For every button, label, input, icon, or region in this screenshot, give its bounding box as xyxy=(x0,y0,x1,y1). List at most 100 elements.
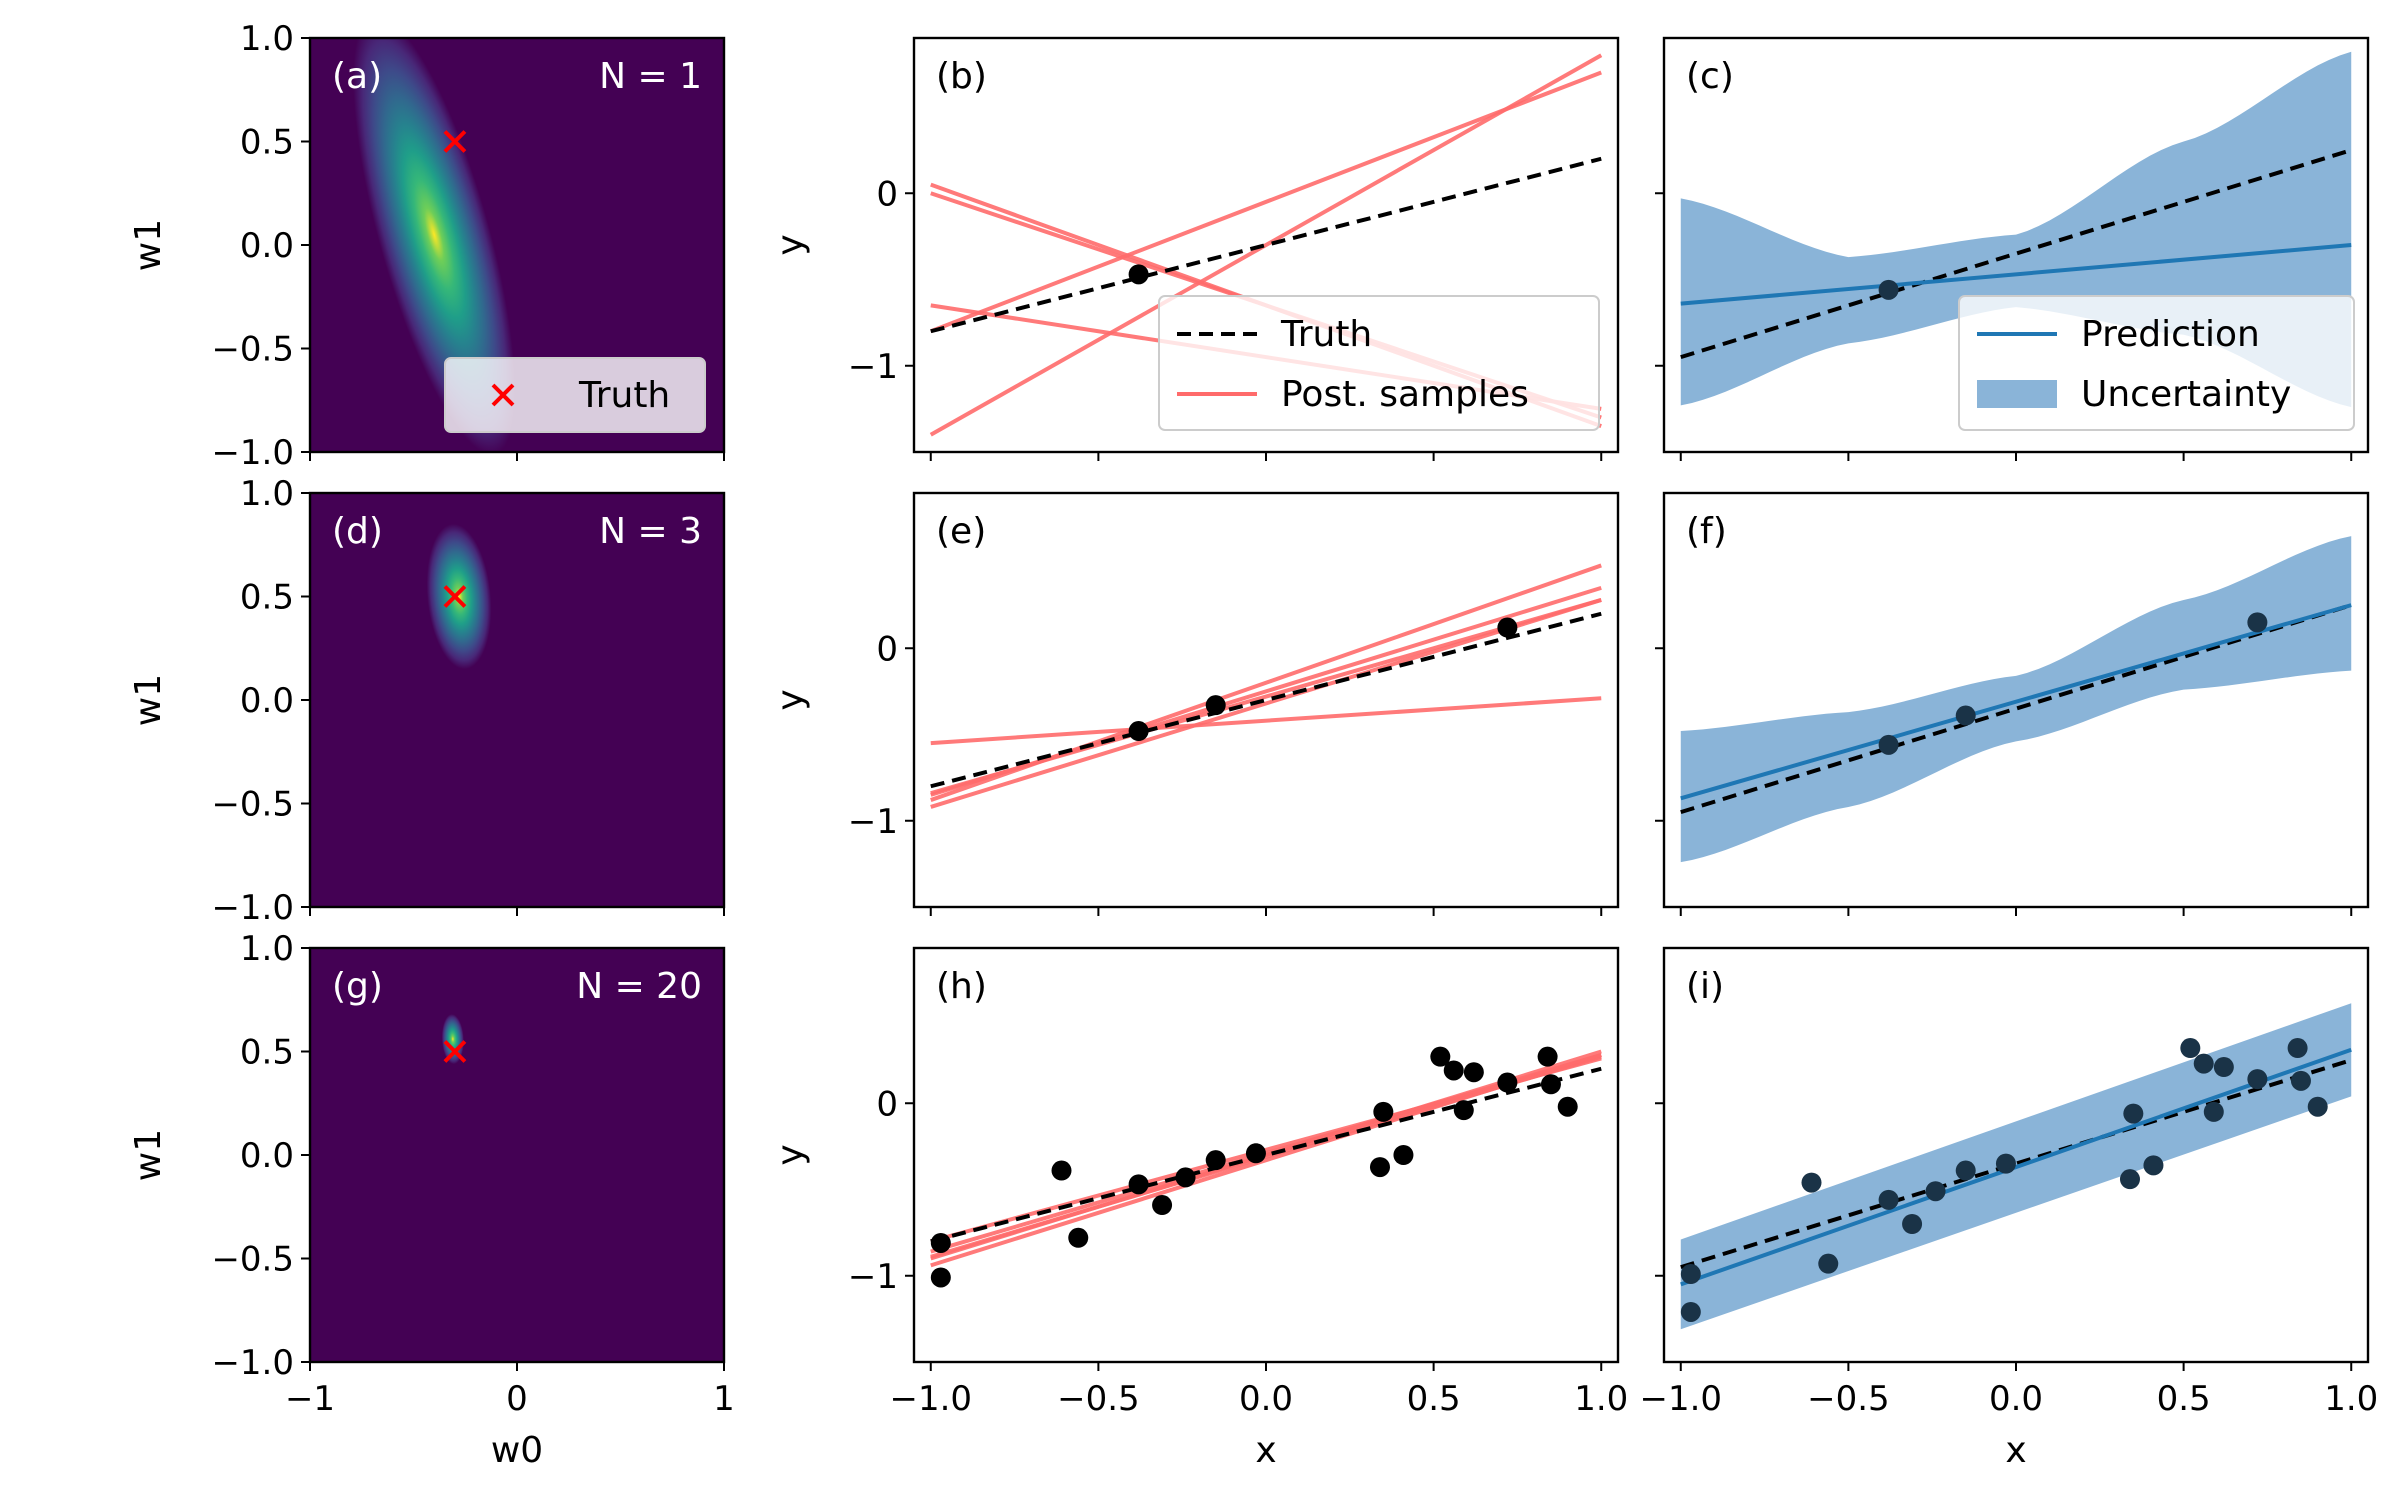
truth-line xyxy=(930,1066,1602,1244)
data-point xyxy=(2307,1096,2328,1117)
x-tick-label: −1.0 xyxy=(889,1379,972,1419)
x-tick-label: 0.0 xyxy=(1239,1379,1293,1419)
data-point xyxy=(930,1232,951,1253)
y-axis-label: y xyxy=(770,1144,811,1165)
data-point xyxy=(1128,721,1149,742)
panel-c: (c) Prediction Uncertainty xyxy=(1655,36,2370,461)
y-axis-label: y xyxy=(770,234,811,255)
y-tick-label: 0 xyxy=(876,629,898,669)
axes-frame xyxy=(912,491,1620,909)
data-point xyxy=(1245,1143,1266,1164)
truth-marker xyxy=(443,1040,467,1063)
y-axis-label: y xyxy=(770,689,811,710)
legend: Truth xyxy=(444,357,706,433)
data-point xyxy=(1878,279,1899,300)
posterior-density xyxy=(441,1014,464,1065)
posterior-sample-line xyxy=(930,598,1602,796)
posterior-density xyxy=(353,38,516,452)
posterior-density xyxy=(426,523,492,670)
data-point xyxy=(1878,734,1899,755)
posterior-sample-line xyxy=(930,70,1602,334)
panel-label: (e) xyxy=(936,511,986,552)
x-tick-label: 1.0 xyxy=(2324,1379,2378,1419)
y-tick-label: −0.5 xyxy=(211,330,294,370)
legend-label: Prediction xyxy=(2081,314,2260,355)
panel-g: 1.0 0.5 0.0 −0.5 −1.0−1 0 1 w1 w0 (g) N = 20 xyxy=(128,929,735,1471)
posterior-sample-line xyxy=(930,598,1602,809)
y-axis-label: w1 xyxy=(128,219,169,271)
sample-count: N = 3 xyxy=(599,511,702,552)
plot-area xyxy=(310,948,724,1362)
data-point xyxy=(1152,1195,1173,1216)
y-tick-label: −0.5 xyxy=(211,1240,294,1280)
panel-label: (i) xyxy=(1686,966,1724,1007)
plot-area xyxy=(310,493,724,907)
y-tick-label: 0.0 xyxy=(240,1136,294,1176)
data-point xyxy=(1925,1181,1946,1202)
data-point xyxy=(1955,705,1976,726)
data-point xyxy=(2203,1101,2224,1122)
x-tick-label: 0.0 xyxy=(1989,1379,2043,1419)
x-tick-label: 1 xyxy=(713,1379,735,1419)
data-point xyxy=(1878,1189,1899,1210)
heatmap-background xyxy=(310,493,724,907)
legend-label: Post. samples xyxy=(1281,374,1529,415)
uncertainty-band xyxy=(1680,536,2352,863)
legend: Prediction Uncertainty xyxy=(1958,295,2355,431)
panel-d: 1.0 0.5 0.0 −0.5 −1.0 w1 (d) N = 3 xyxy=(128,474,726,928)
data-point xyxy=(1369,1157,1390,1178)
data-point xyxy=(1955,1160,1976,1181)
posterior-sample-line xyxy=(929,53,1603,437)
panel-label: (a) xyxy=(332,56,382,97)
x-tick-label: 0 xyxy=(506,1379,528,1419)
panel-h: 0 −1 −1.0 −0.5 0.0 0.5 1.0 y x (h) xyxy=(770,946,1628,1471)
y-tick-label: 1.0 xyxy=(240,474,294,514)
y-tick-label: 0.5 xyxy=(240,578,294,618)
truth-marker xyxy=(443,130,467,153)
panel-label: (g) xyxy=(332,966,383,1007)
legend-truth-marker xyxy=(491,383,515,407)
data-point xyxy=(1463,1062,1484,1083)
x-tick-label: −0.5 xyxy=(1807,1379,1890,1419)
y-tick-label: 0.0 xyxy=(240,226,294,266)
y-tick-label: 1.0 xyxy=(240,19,294,59)
data-point xyxy=(1373,1101,1394,1122)
panel-label: (b) xyxy=(936,56,987,97)
x-tick-label: 0.5 xyxy=(1407,1379,1461,1419)
legend-label: Uncertainty xyxy=(2081,374,2291,415)
data-point xyxy=(1393,1145,1414,1165)
data-point xyxy=(1540,1074,1561,1095)
y-tick-label: −1 xyxy=(848,1257,898,1297)
x-tick-label: 1.0 xyxy=(1574,1379,1628,1419)
panel-a: 1.0 0.5 0.0 −0.5 −1.0 w1 (a) N = 1 Truth xyxy=(128,19,726,473)
panel-f: (f) xyxy=(1655,491,2370,916)
data-point xyxy=(1175,1167,1196,1188)
data-point xyxy=(1818,1253,1839,1274)
data-point xyxy=(1205,1150,1226,1171)
prediction-line xyxy=(1680,243,2352,306)
plot-area xyxy=(930,1046,1602,1288)
legend: Truth Post. samples xyxy=(1158,295,1600,431)
truth-line xyxy=(1680,1058,2352,1270)
data-point xyxy=(1051,1160,1072,1181)
data-point xyxy=(1068,1227,1089,1248)
y-tick-label: 0 xyxy=(876,174,898,214)
data-point xyxy=(1443,1060,1464,1081)
y-tick-label: 1.0 xyxy=(240,929,294,969)
data-point xyxy=(1128,1174,1149,1195)
panel-label: (f) xyxy=(1686,511,1727,552)
truth-marker xyxy=(443,585,467,608)
y-tick-label: −0.5 xyxy=(211,785,294,825)
posterior-sample-line xyxy=(930,696,1602,746)
posterior-sample-line xyxy=(930,1049,1602,1261)
data-point xyxy=(2213,1057,2234,1078)
data-point xyxy=(1680,1301,1701,1322)
truth-line xyxy=(1680,603,2352,815)
data-point xyxy=(1128,264,1149,285)
prediction-line xyxy=(1680,603,2352,801)
panel-label: (h) xyxy=(936,966,987,1007)
y-axis-label: w1 xyxy=(128,1129,169,1181)
y-tick-label: 0.0 xyxy=(240,681,294,721)
plot-area xyxy=(1680,536,2352,863)
panel-e: 0 −1 y (e) xyxy=(770,491,1620,916)
